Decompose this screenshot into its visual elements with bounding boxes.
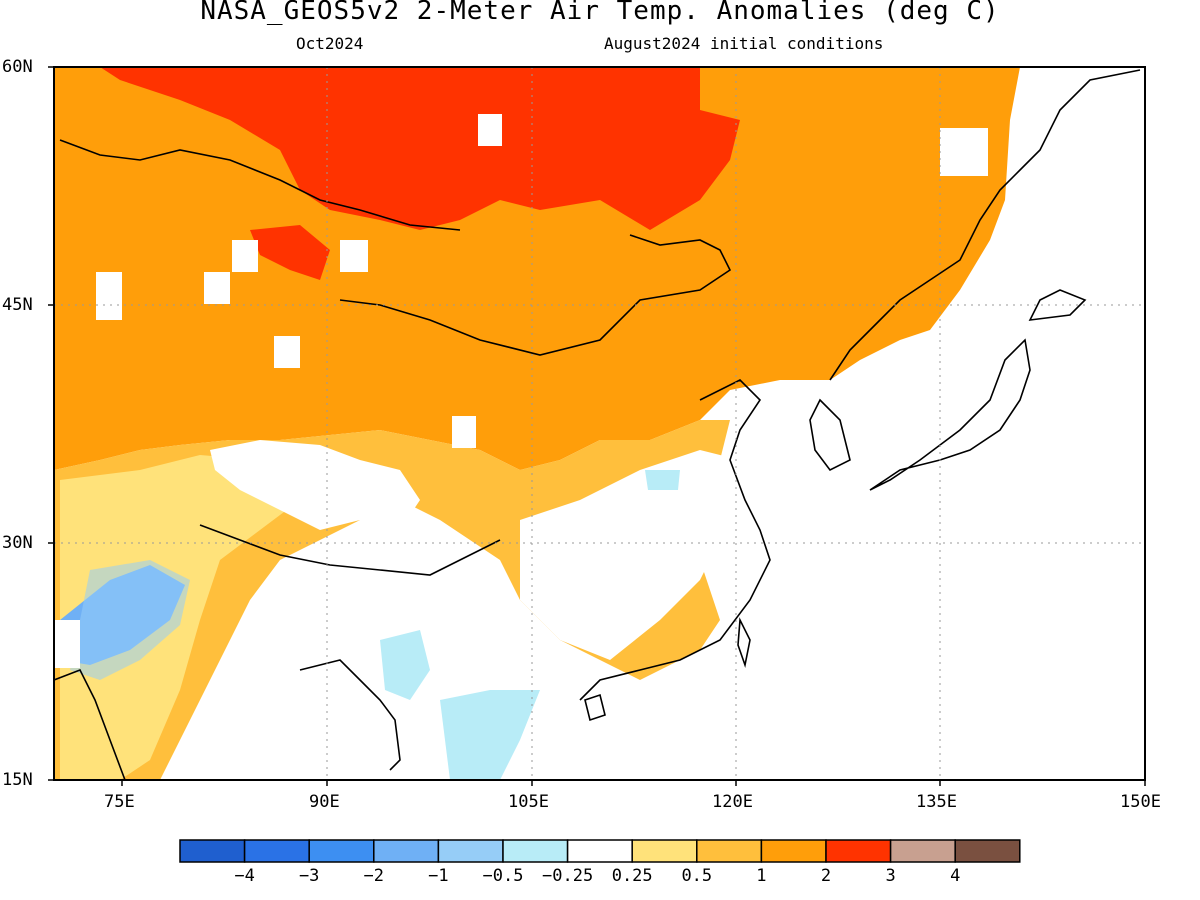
coastlines (54, 69, 1141, 780)
lon-tick-135e: 135E (916, 792, 957, 812)
colorbar-label: 1 (756, 866, 767, 886)
lon-tick-90e: 90E (309, 792, 340, 812)
figure-title: NASA_GEOS5v2 2-Meter Air Temp. Anomalies… (200, 0, 1000, 26)
colorbar-swatch (954, 839, 1021, 863)
colorbar-swatch (179, 839, 246, 863)
anomaly-region-red (100, 67, 740, 230)
anomaly-region-white-inland (210, 440, 420, 530)
anomaly-region-light-blue (70, 560, 190, 680)
lon-tick-150e: 150E (1120, 792, 1161, 812)
colorbar-label: 2 (820, 866, 832, 886)
colorbar-label: −2 (363, 866, 385, 886)
colorbar-label: 4 (950, 866, 961, 886)
lon-tick-75e: 75E (104, 792, 135, 812)
forecast-month: Oct2024 (296, 34, 364, 53)
lat-tick-15n: 15N (2, 770, 33, 790)
colorbar-swatch (566, 839, 633, 863)
colorbar-label: 3 (885, 866, 896, 886)
lon-tick-105e: 105E (508, 792, 549, 812)
lat-tick-45n: 45N (2, 295, 33, 315)
plot-frame (53, 66, 1146, 781)
colorbar-swatch (437, 839, 504, 863)
colorbar-swatch (889, 839, 956, 863)
missing-data-patches (54, 114, 988, 668)
anomaly-region-cyan-2 (380, 630, 430, 700)
anomaly-region-cyan-3 (645, 470, 680, 490)
anomaly-region-cyan (440, 690, 540, 780)
colorbar-label: −4 (234, 866, 255, 886)
colorbar-label: −0.5 (482, 866, 524, 886)
colorbar-swatch (308, 839, 375, 863)
anomaly-fields (54, 67, 1145, 780)
initial-conditions: August2024 initial conditions (604, 34, 884, 53)
colorbar-swatch (631, 839, 698, 863)
axis-ticks (48, 66, 1146, 786)
anomaly-region-red-west (250, 225, 330, 280)
colorbar-label: −3 (298, 866, 320, 886)
colorbar-label: 0.5 (681, 866, 713, 886)
lon-tick-120e: 120E (712, 792, 753, 812)
colorbar-swatch (502, 839, 569, 863)
colorbar-swatch (243, 839, 310, 863)
colorbar-swatch (373, 839, 440, 863)
colorbar-swatch (825, 839, 892, 863)
colorbar (179, 839, 1021, 863)
anomaly-region-white-south (520, 450, 740, 660)
lat-tick-60n: 60N (2, 57, 33, 77)
colorbar-swatch (760, 839, 827, 863)
colorbar-label: −1 (428, 866, 449, 886)
colorbar-label: −0.25 (542, 866, 594, 886)
colorbar-label: 0.25 (611, 866, 653, 886)
lat-tick-30n: 30N (2, 533, 33, 553)
colorbar-swatch (696, 839, 763, 863)
